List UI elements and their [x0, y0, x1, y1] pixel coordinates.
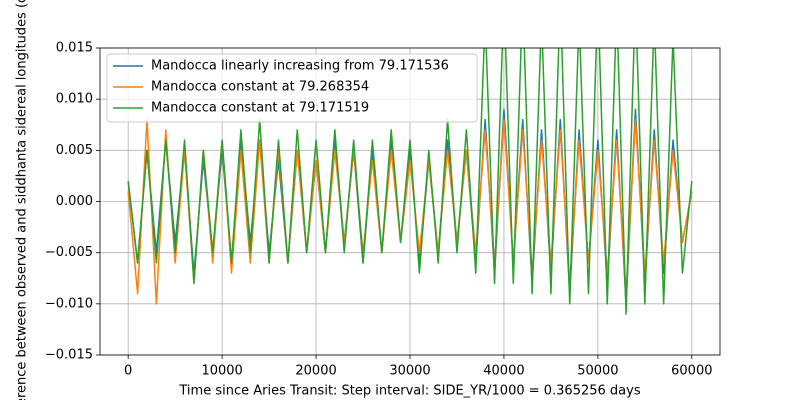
x-tick-label: 60000: [671, 364, 712, 379]
x-tick-label: 40000: [483, 364, 524, 379]
x-tick-label: 0: [124, 364, 132, 379]
y-tick-label: 0.000: [56, 194, 93, 209]
y-tick-label: −0.010: [45, 296, 93, 311]
y-axis-label: Difference between observed and siddhant…: [15, 0, 30, 400]
y-tick-label: −0.015: [45, 348, 93, 363]
x-tick-label: 10000: [201, 364, 242, 379]
y-tick-label: −0.005: [45, 245, 93, 260]
series-line: [127, 48, 693, 315]
legend-label: Mandocca constant at 79.268354: [151, 80, 369, 95]
y-tick-label: 0.010: [56, 92, 93, 107]
y-tick-label: 0.015: [56, 41, 93, 56]
legend-label: Mandocca linearly increasing from 79.171…: [151, 59, 449, 74]
legend-label: Mandocca constant at 79.171519: [151, 101, 369, 116]
y-tick-label: 0.005: [56, 143, 93, 158]
legend-box: [106, 53, 478, 123]
x-tick-label: 20000: [295, 364, 336, 379]
x-axis-label: Time since Aries Transit: Step interval:…: [178, 384, 640, 399]
x-tick-label: 50000: [577, 364, 618, 379]
x-tick-label: 30000: [389, 364, 430, 379]
